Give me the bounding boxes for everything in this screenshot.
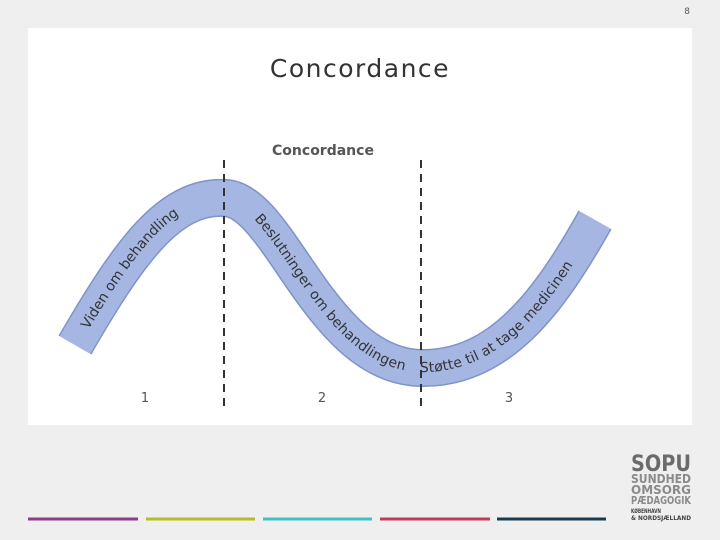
phase-number: 1	[141, 391, 149, 406]
logo-subtext: KØBENHAVN	[631, 508, 661, 515]
logo: SOPU SUNDHED OMSORG PÆDAGOGIK KØBENHAVN …	[631, 452, 691, 522]
logo-text: SUNDHED	[631, 472, 691, 486]
logo-text: PÆDAGOGIK	[631, 494, 691, 507]
diagram-title: Concordance	[272, 143, 374, 159]
slide-title: Concordance	[270, 54, 450, 83]
logo-text: OMSORG	[631, 483, 691, 497]
phase-number: 2	[318, 391, 326, 406]
logo-text: SOPU	[631, 452, 691, 477]
logo-subtext: & NORDSJÆLLAND	[631, 515, 691, 522]
phase-number: 3	[505, 391, 513, 406]
slide-number: 8	[684, 7, 690, 17]
